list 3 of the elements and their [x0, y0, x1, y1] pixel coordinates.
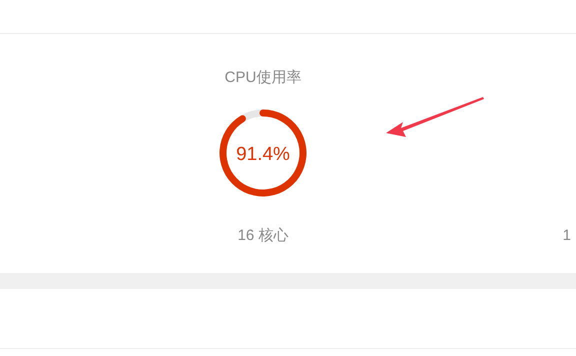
annotation: 16 核心	[238, 227, 288, 244]
title: CPU使用率	[224, 69, 302, 86]
annotation: 1	[562, 227, 571, 244]
